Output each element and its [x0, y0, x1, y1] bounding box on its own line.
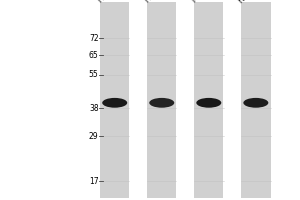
Bar	[241, 2, 271, 198]
Text: 38: 38	[89, 104, 98, 113]
Text: M.bladder: M.bladder	[189, 0, 223, 5]
Bar	[100, 2, 129, 198]
Text: 17: 17	[89, 177, 98, 186]
Text: Hela: Hela	[95, 0, 114, 5]
Ellipse shape	[196, 98, 221, 108]
Ellipse shape	[243, 98, 268, 108]
Text: 72: 72	[89, 34, 98, 43]
Text: R.lung: R.lung	[236, 0, 260, 5]
Bar	[147, 2, 176, 198]
Text: H.testis: H.testis	[142, 0, 169, 5]
Ellipse shape	[149, 98, 174, 108]
Text: 55: 55	[89, 70, 98, 79]
Text: 29: 29	[89, 132, 98, 141]
Ellipse shape	[102, 98, 127, 108]
Bar	[194, 2, 224, 198]
Text: 65: 65	[89, 51, 98, 60]
